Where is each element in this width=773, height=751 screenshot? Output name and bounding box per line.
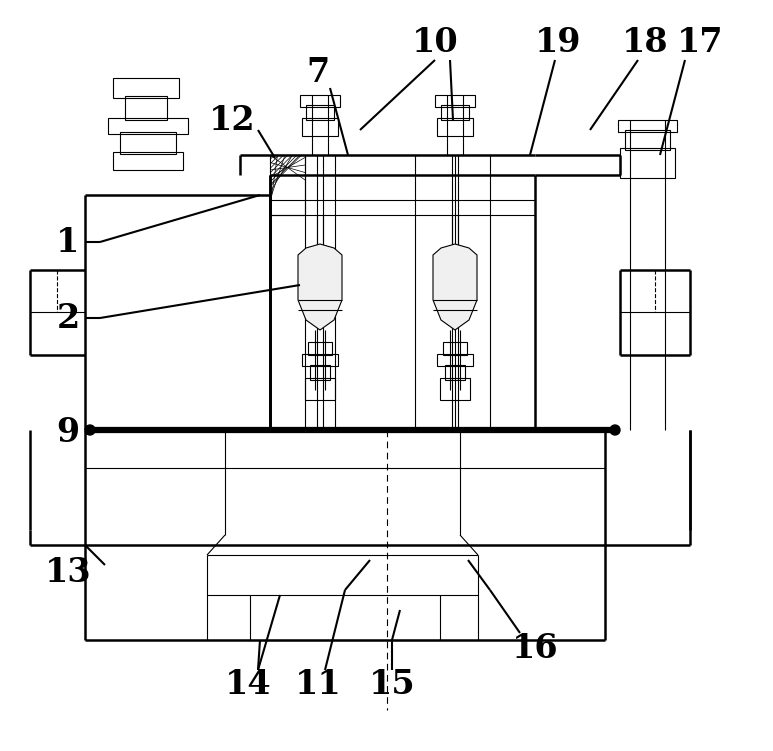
Bar [300,95,340,107]
Bar [113,78,179,98]
Bar [435,95,475,107]
Bar [443,342,467,355]
Bar [445,365,465,380]
Bar [440,378,470,400]
Bar [437,354,473,366]
Bar [305,378,335,400]
Bar [302,354,338,366]
Bar [302,118,338,136]
Text: 14: 14 [225,668,271,701]
Circle shape [85,425,95,435]
Bar [113,152,183,170]
Bar [310,365,330,380]
Bar [441,105,469,120]
Bar [125,96,167,120]
Text: 1: 1 [56,225,80,258]
Text: 10: 10 [412,26,458,59]
Bar [108,118,188,134]
Polygon shape [298,244,342,330]
Text: 16: 16 [512,632,558,665]
Polygon shape [433,244,477,330]
Text: 13: 13 [45,556,91,589]
Bar [120,132,176,154]
Bar [308,342,332,355]
Text: 11: 11 [295,668,342,701]
Text: 2: 2 [56,301,80,334]
Bar [437,118,473,136]
Bar [618,120,677,132]
Text: 19: 19 [535,26,581,59]
Text: 17: 17 [676,26,724,59]
Text: 18: 18 [621,26,669,59]
Text: 9: 9 [56,415,80,448]
Text: 12: 12 [209,104,255,137]
Text: 7: 7 [306,56,329,89]
Bar [306,105,334,120]
Bar [625,130,670,150]
Text: 15: 15 [369,668,415,701]
Circle shape [610,425,620,435]
Bar [620,148,675,178]
